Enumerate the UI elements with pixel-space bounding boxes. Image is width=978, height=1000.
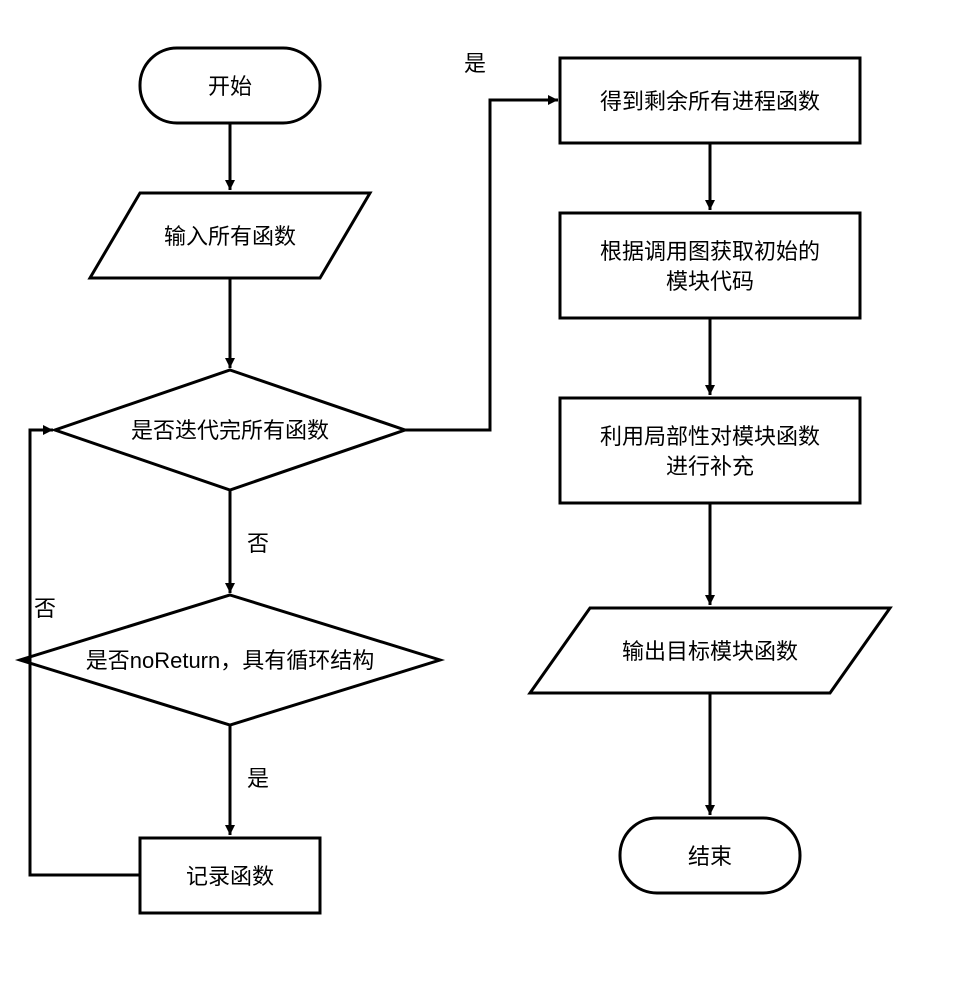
- node-output-label: 输出目标模块函数: [622, 639, 798, 664]
- edge-decision1-remaining: [405, 100, 558, 430]
- node-decision1-label: 是否迭代完所有函数: [131, 418, 329, 443]
- node-decision2-label: 是否noReturn，具有循环结构: [86, 648, 375, 673]
- label-yes1: 是: [464, 51, 486, 76]
- node-record: 记录函数: [140, 838, 320, 913]
- node-locality-label1: 利用局部性对模块函数: [600, 424, 820, 449]
- node-locality-label2: 进行补充: [666, 454, 754, 479]
- flowchart-canvas: 开始 输入所有函数 是否迭代完所有函数 是 否 是否noReturn，具有循环结…: [0, 0, 978, 1000]
- node-start: 开始: [140, 48, 320, 123]
- node-decision2: 是否noReturn，具有循环结构: [20, 595, 440, 725]
- node-input-label: 输入所有函数: [164, 224, 296, 249]
- label-yes2: 是: [247, 766, 269, 791]
- node-callgraph-label2: 模块代码: [666, 269, 754, 294]
- node-start-label: 开始: [208, 74, 252, 99]
- node-locality: 利用局部性对模块函数 进行补充: [560, 398, 860, 503]
- label-no2: 否: [34, 596, 56, 621]
- node-remaining-label: 得到剩余所有进程函数: [600, 89, 820, 114]
- label-no1: 否: [247, 531, 269, 556]
- node-input: 输入所有函数: [90, 193, 370, 278]
- node-callgraph-label1: 根据调用图获取初始的: [600, 239, 820, 264]
- node-output: 输出目标模块函数: [530, 608, 890, 693]
- node-end-label: 结束: [688, 844, 732, 869]
- node-decision1: 是否迭代完所有函数: [55, 370, 405, 490]
- node-remaining: 得到剩余所有进程函数: [560, 58, 860, 143]
- node-record-label: 记录函数: [186, 864, 274, 889]
- node-callgraph: 根据调用图获取初始的 模块代码: [560, 213, 860, 318]
- node-end: 结束: [620, 818, 800, 893]
